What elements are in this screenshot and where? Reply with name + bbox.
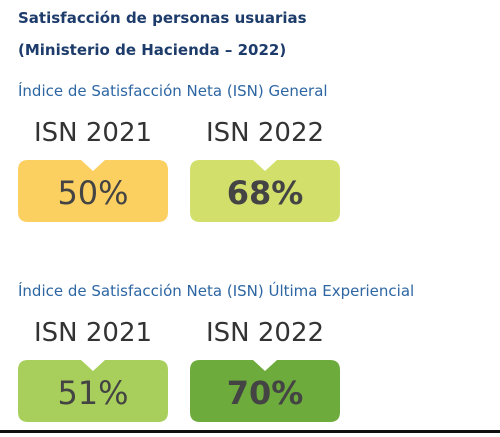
box-shape [18, 160, 168, 222]
box-fill [190, 360, 340, 422]
box-value: 50% [57, 174, 129, 212]
box-value: 70% [226, 374, 304, 412]
item-label: ISN 2022 [205, 318, 325, 348]
item-label: ISN 2021 [33, 318, 153, 348]
item-label: ISN 2022 [205, 118, 325, 148]
box-fill [18, 360, 168, 422]
section-label: Índice de Satisfacción Neta (ISN) Última… [18, 282, 415, 300]
section-label: Índice de Satisfacción Neta (ISN) Genera… [18, 82, 328, 100]
box-shape [190, 360, 340, 422]
bottom-rule [0, 430, 500, 433]
box-shape [190, 160, 340, 222]
box-value: 68% [226, 174, 304, 212]
box-shape [18, 360, 168, 422]
box-fill [190, 160, 340, 222]
value-box: 50% [18, 160, 168, 222]
subtitle: (Ministerio de Hacienda – 2022) [18, 41, 287, 59]
box-fill [18, 160, 168, 222]
box-value: 51% [57, 374, 129, 412]
title: Satisfacción de personas usuarias [18, 9, 307, 27]
value-box: 51% [18, 360, 168, 422]
value-box: 70% [190, 360, 340, 422]
item-label: ISN 2021 [33, 118, 153, 148]
value-box: 68% [190, 160, 340, 222]
